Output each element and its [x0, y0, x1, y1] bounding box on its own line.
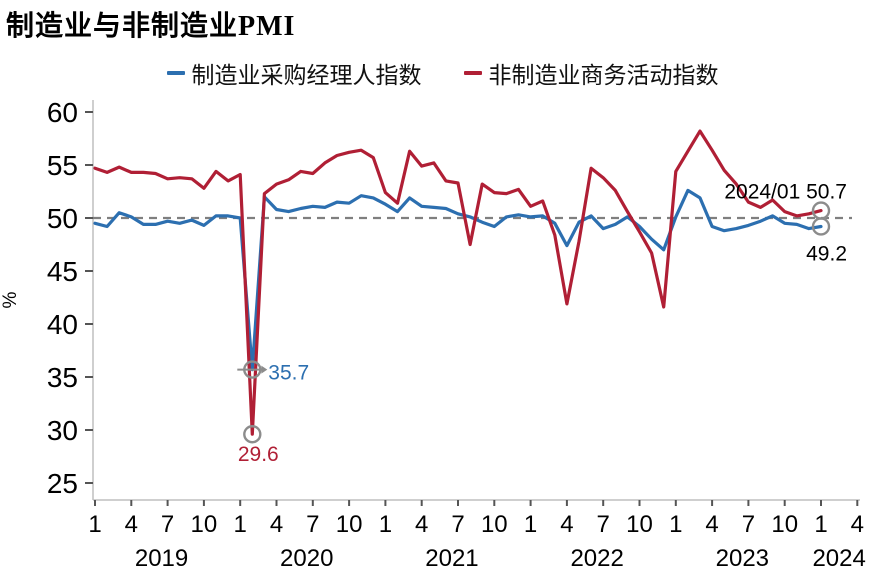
x-tick-month-label: 4	[125, 511, 138, 538]
x-tick-month-label: 4	[560, 511, 573, 538]
x-tick-month-label: 4	[851, 511, 864, 538]
y-tick-label: 25	[47, 468, 78, 499]
y-tick-label: 30	[47, 415, 78, 446]
legend: 制造业采购经理人指数 非制造业商务活动指数	[0, 56, 885, 90]
x-tick-month-label: 1	[88, 511, 101, 538]
y-tick-label: 40	[47, 309, 78, 340]
annotation-value-label-2: 2024/01 50.7	[724, 181, 847, 204]
y-tick-label: 60	[47, 97, 78, 128]
annotation-marker-circle	[811, 217, 831, 236]
legend-item-non-manufacturing: 非制造业商务活动指数	[463, 56, 719, 90]
x-tick-month-label: 10	[191, 511, 218, 538]
x-tick-month-label: 10	[481, 511, 508, 538]
x-tick-month-label: 1	[379, 511, 392, 538]
manufacturing-pmi-line	[93, 188, 823, 372]
x-tick-month-label: 7	[451, 511, 464, 538]
manufacturing-line-swatch-icon	[166, 71, 185, 75]
non-manufacturing-line-swatch-icon	[463, 71, 482, 75]
x-tick-month-label: 4	[415, 511, 428, 538]
annotation-marker-circle	[243, 360, 262, 379]
non-manufacturing-pmi-line	[93, 129, 823, 436]
x-tick-month-label: 10	[336, 511, 363, 538]
y-tick-label: 55	[47, 150, 78, 181]
annotation-marker-circle	[243, 425, 262, 444]
x-tick-month-label: 4	[705, 511, 718, 538]
x-tick-month-label: 1	[234, 511, 247, 538]
annotation-value-label-3: 49.2	[806, 242, 847, 265]
x-axis-year-label: 2020	[280, 545, 333, 572]
x-tick-month-label: 7	[161, 511, 174, 538]
x-axis-year-label: 2023	[716, 545, 769, 572]
chart-title: 制造业与非制造业PMI	[6, 11, 296, 42]
x-tick-month-label: 1	[524, 511, 537, 538]
x-axis-year-label: 2019	[135, 545, 188, 572]
x-axis-year-label: 2021	[425, 545, 478, 572]
legend-label-manufacturing: 制造业采购经理人指数	[191, 63, 422, 88]
legend-label-non-manufacturing: 非制造业商务活动指数	[488, 63, 719, 88]
x-tick-month-label: 10	[626, 511, 653, 538]
x-tick-month-label: 7	[306, 511, 319, 538]
annotation-value-label-1: 29.6	[238, 443, 279, 466]
x-tick-month-label: 1	[669, 511, 682, 538]
y-tick-label: 50	[47, 203, 78, 234]
y-axis-title: %	[0, 291, 21, 308]
y-tick-label: 35	[47, 362, 78, 393]
annotation-leader-arrow-icon	[261, 365, 268, 374]
x-tick-month-label: 7	[742, 511, 755, 538]
x-tick-month-label: 1	[814, 511, 827, 538]
annotation-value-label-0: 35.7	[268, 362, 309, 385]
x-tick-month-label: 10	[771, 511, 798, 538]
x-tick-month-label: 7	[597, 511, 610, 538]
x-tick-month-label: 4	[270, 511, 283, 538]
y-tick-label: 45	[47, 256, 78, 287]
x-axis-year-label: 2022	[570, 545, 623, 572]
legend-item-manufacturing: 制造业采购经理人指数	[166, 56, 422, 90]
x-axis-year-label: 2024	[812, 545, 865, 572]
